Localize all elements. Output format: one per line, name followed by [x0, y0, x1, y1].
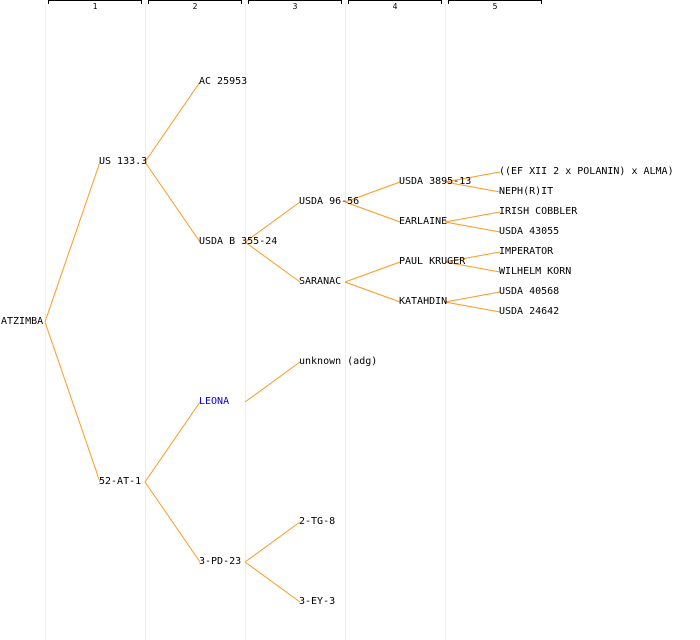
node-3-pd-23[interactable]: 3-PD-23: [199, 556, 242, 567]
generation-bracket: [148, 0, 242, 4]
node-leona-link[interactable]: LEONA: [199, 396, 230, 407]
node-ac-25953[interactable]: AC 25953: [199, 76, 248, 87]
node-atzimba[interactable]: ATZIMBA: [1, 316, 44, 327]
generation-number: 3: [292, 2, 298, 11]
node-usda-43055[interactable]: USDA 43055: [499, 226, 560, 237]
generation-column-line: [445, 4, 446, 640]
node-usda-40568[interactable]: USDA 40568: [499, 286, 560, 297]
node-52-at-1[interactable]: 52-AT-1: [99, 476, 142, 487]
node-nephrit[interactable]: NEPH(R)IT: [499, 186, 554, 197]
node-usda-96-56[interactable]: USDA 96-56: [299, 196, 360, 207]
generation-bracket: [348, 0, 442, 4]
edge: [344, 181, 401, 203]
generation-number: 2: [192, 2, 198, 11]
generation-column-line: [345, 4, 346, 640]
edge: [444, 301, 501, 313]
node-katahdin[interactable]: KATAHDIN: [399, 296, 448, 307]
edge: [344, 281, 401, 303]
node-imperator[interactable]: IMPERATOR: [499, 246, 554, 257]
edge: [244, 201, 301, 243]
generation-bracket: [248, 0, 342, 4]
edge: [444, 211, 501, 223]
generation-column-line: [145, 4, 146, 640]
node-ef-xii-polanin-alma[interactable]: ((EF XII 2 x POLANIN) x ALMA): [499, 166, 674, 177]
edge: [244, 361, 301, 403]
edge: [444, 221, 501, 233]
edge: [144, 481, 201, 563]
edge: [444, 181, 501, 193]
node-wilhelm-korn[interactable]: WILHELM KORN: [499, 266, 572, 277]
node-unknown-adg[interactable]: unknown (adg): [299, 356, 378, 367]
node-2-tg-8[interactable]: 2-TG-8: [299, 516, 336, 527]
edge: [244, 561, 301, 603]
edge: [144, 161, 201, 243]
edge: [244, 521, 301, 563]
edge: [44, 161, 101, 323]
edge: [344, 261, 401, 283]
generation-bracket: [48, 0, 142, 4]
edge: [344, 201, 401, 223]
node-us-133-3[interactable]: US 133.3: [99, 156, 148, 167]
edge: [244, 241, 301, 283]
generation-bracket: [448, 0, 542, 4]
generation-number: 1: [92, 2, 98, 11]
edge: [444, 291, 501, 303]
edge: [444, 171, 501, 183]
generation-column-line: [245, 4, 246, 640]
node-usda-b-355-24[interactable]: USDA B 355-24: [199, 236, 278, 247]
generation-number: 5: [492, 2, 498, 11]
node-usda-3895-13[interactable]: USDA 3895-13: [399, 176, 472, 187]
node-paul-kruger[interactable]: PAUL KRUGER: [399, 256, 466, 267]
node-earlaine[interactable]: EARLAINE: [399, 216, 448, 227]
node-irish-cobbler[interactable]: IRISH COBBLER: [499, 206, 578, 217]
node-usda-24642[interactable]: USDA 24642: [499, 306, 560, 317]
edge: [444, 251, 501, 263]
node-saranac[interactable]: SARANAC: [299, 276, 342, 287]
node-3-ey-3[interactable]: 3-EY-3: [299, 596, 336, 607]
edge: [144, 81, 201, 163]
generation-number: 4: [392, 2, 398, 11]
edge: [444, 261, 501, 273]
edge: [144, 401, 201, 483]
edge: [44, 321, 101, 483]
